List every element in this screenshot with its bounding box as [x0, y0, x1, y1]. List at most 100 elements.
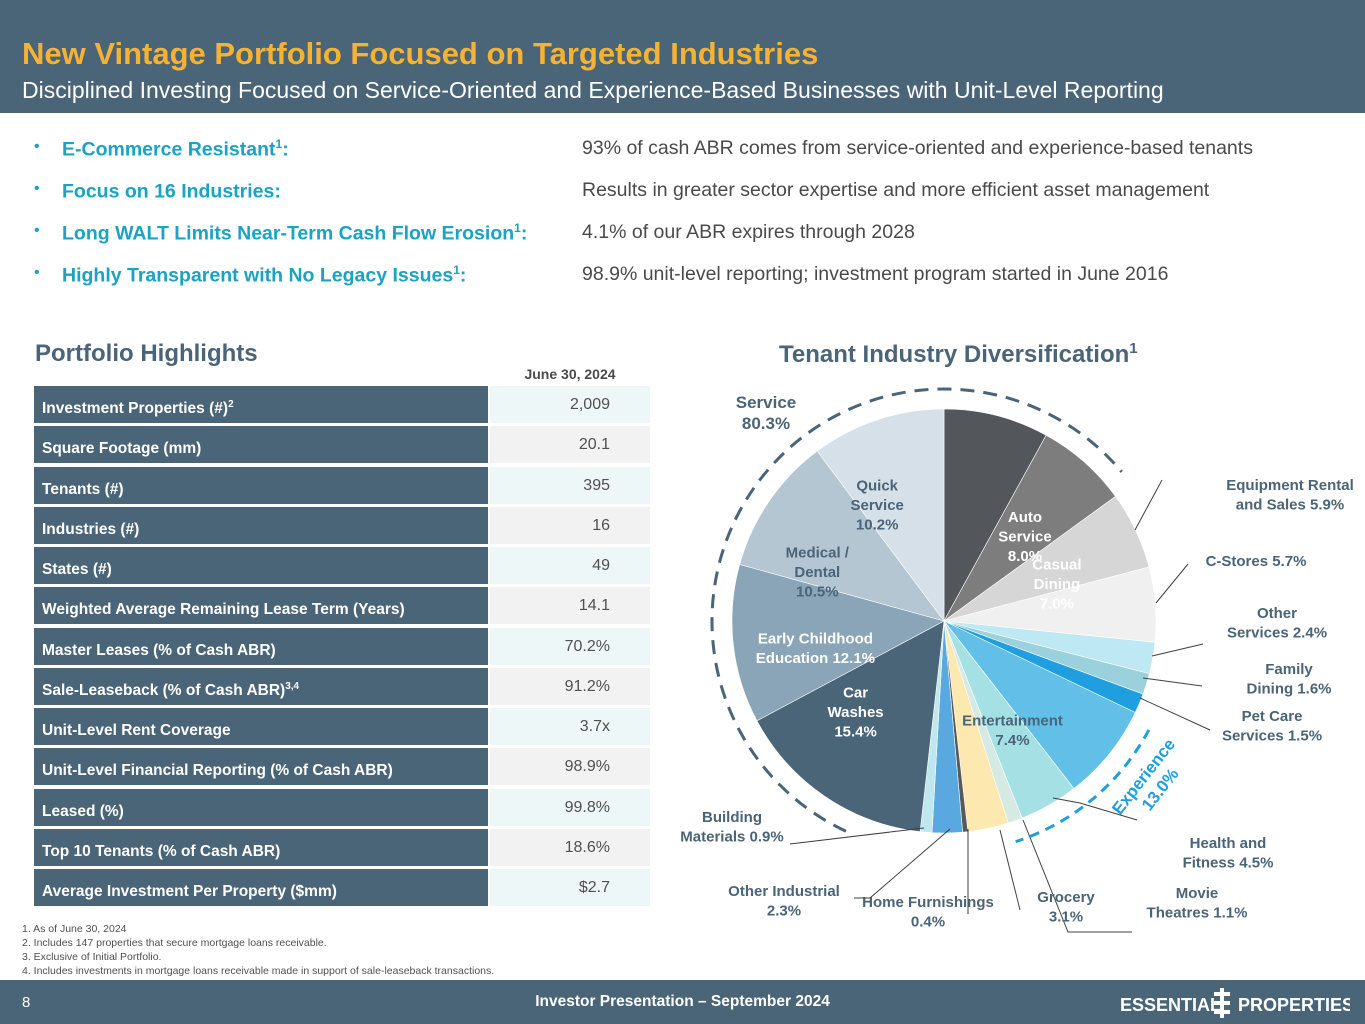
row-label: Square Footage (mm) — [34, 426, 488, 464]
row-value: 395 — [490, 466, 650, 504]
footnote: 2. Includes 147 properties that secure m… — [22, 937, 327, 949]
bullet-value: 98.9% unit-level reporting; investment p… — [582, 263, 1169, 285]
table-row: Unit-Level Financial Reporting (% of Cas… — [34, 748, 650, 788]
footer-bar: 8 Investor Presentation – September 2024… — [0, 980, 1365, 1024]
pie-slice-early-childhood-education — [731, 564, 945, 722]
pie-slice-medical-dental — [739, 450, 945, 622]
leader-line-family-dining — [1142, 677, 1203, 687]
pie-label-quick-service: Quick Service 10.2% — [851, 477, 904, 533]
table-row: Master Leases (% of Cash ABR) 70.2% — [34, 627, 650, 668]
bullet-value: 4.1% of our ABR expires through 2028 — [582, 221, 915, 243]
pie-label-health-and-fitness: Health and Fitness 4.5% — [1183, 835, 1274, 872]
service-group-label: Service 80.3% — [736, 393, 797, 433]
pie-label-pet-care-services: Pet Care Services 1.5% — [1222, 708, 1322, 745]
bullet-item: • Focus on 16 Industries: Results in gre… — [34, 179, 1344, 221]
footnotes: 1. As of June 30, 2024 2. Includes 147 pr… — [22, 922, 494, 978]
pie-slice-car-washes — [756, 620, 945, 832]
row-label: Leased (%) — [34, 788, 488, 826]
table-row: Industries (#) 16 — [34, 506, 650, 547]
bullet-icon: • — [34, 180, 40, 197]
portfolio-highlights-title: Portfolio Highlights — [35, 340, 258, 367]
row-value: 49 — [490, 547, 650, 584]
table-row: Square Footage (mm) 20.1 — [34, 426, 650, 466]
row-value: 2,009 — [490, 386, 650, 423]
table-row: Investment Properties (#)2 2,009 — [34, 386, 650, 426]
bullet-label: E-Commerce Resistant1: — [62, 137, 289, 161]
pie-slice-quick-service — [816, 408, 945, 622]
row-label: Industries (#) — [34, 506, 488, 544]
pie-slice-auto-service — [943, 408, 1047, 622]
table-row: Sale-Leaseback (% of Cash ABR)3,4 91.2% — [34, 667, 650, 708]
pie-label-auto-service: Auto Service 8.0% — [998, 509, 1051, 565]
row-label: Unit-Level Financial Reporting (% of Cas… — [34, 748, 488, 786]
footnote: 1. As of June 30, 2024 — [22, 923, 127, 935]
page-title: New Vintage Portfolio Focused on Targete… — [22, 36, 819, 71]
row-value: 18.6% — [490, 828, 650, 866]
row-label: Weighted Average Remaining Lease Term (Y… — [34, 587, 488, 625]
pie-label-movie-theatres: Movie Theatres 1.1% — [1147, 885, 1248, 922]
row-value: 98.9% — [490, 748, 650, 786]
experience-group-label: Experience13.0% — [1108, 735, 1195, 831]
row-value: 16 — [490, 506, 650, 544]
row-value: 99.8% — [490, 788, 650, 826]
leader-line-movie-theatres — [1022, 819, 1132, 933]
bullet-label: Highly Transparent with No Legacy Issues… — [62, 263, 467, 287]
table-row: Average Investment Per Property ($mm) $2.… — [34, 869, 650, 909]
table-row: Weighted Average Remaining Lease Term (Y… — [34, 587, 650, 627]
bullet-label: Focus on 16 Industries: — [62, 180, 281, 203]
bullet-item: • Highly Transparent with No Legacy Issu… — [34, 263, 1344, 305]
logo-mark-icon — [1214, 988, 1230, 1018]
row-label: Top 10 Tenants (% of Cash ABR) — [34, 828, 488, 866]
bullet-item: • E-Commerce Resistant1: 93% of cash ABR… — [34, 137, 1344, 179]
row-value: 20.1 — [490, 426, 650, 464]
page-subtitle: Disciplined Investing Focused on Service… — [22, 77, 1164, 103]
essential-properties-logo: ESSENTIAL PROPERTIES — [1120, 988, 1350, 1018]
row-value: 14.1 — [490, 587, 650, 625]
table-row: Tenants (#) 395 — [34, 466, 650, 507]
pie-label-medical-dental: Medical / Dental 10.5% — [786, 544, 850, 600]
bullet-icon: • — [34, 264, 40, 281]
row-value: 70.2% — [490, 627, 650, 665]
logo-text-right: PROPERTIES — [1238, 995, 1350, 1015]
date-column-header: June 30, 2024 — [524, 366, 616, 382]
leader-line-grocery — [999, 829, 1021, 911]
row-label: Average Investment Per Property ($mm) — [34, 869, 488, 906]
pie-label-early-childhood-education: Early Childhood Education 12.1% — [756, 630, 875, 667]
row-label: Tenants (#) — [34, 466, 488, 504]
pie-label-grocery: Grocery 3.1% — [1037, 889, 1095, 926]
page-number: 8 — [22, 994, 31, 1011]
bullet-label: Long WALT Limits Near-Term Cash Flow Ero… — [62, 221, 528, 245]
key-points-list: • E-Commerce Resistant1: 93% of cash ABR… — [34, 137, 1344, 305]
experience-group-arc — [1015, 729, 1151, 844]
table-row: Leased (%) 99.8% — [34, 788, 650, 829]
leader-line-c-stores — [1155, 563, 1189, 604]
chart-title: Tenant Industry Diversification1 — [779, 340, 1138, 368]
row-label: Sale-Leaseback (% of Cash ABR)3,4 — [34, 667, 488, 705]
pie-label-home-furnishings: Home Furnishings 0.4% — [862, 894, 994, 931]
leader-line-building-materials — [789, 827, 925, 845]
pie-label-equipment-rental-and-sales: Equipment Rental and Sales 5.9% — [1226, 477, 1354, 514]
row-label: Investment Properties (#)2 — [34, 386, 488, 423]
footer-text: Investor Presentation – September 2024 — [535, 993, 830, 1010]
pie-label-family-dining: Family Dining 1.6% — [1246, 661, 1331, 698]
pie-slice-entertainment — [943, 620, 1136, 789]
pie-label-building-materials: Building Materials 0.9% — [680, 809, 783, 846]
row-label: Master Leases (% of Cash ABR) — [34, 627, 488, 665]
portfolio-highlights-table: Investment Properties (#)2 2,009 Square Fo… — [34, 386, 650, 909]
footnote: 3. Exclusive of Initial Portfolio. — [22, 951, 162, 963]
pie-label-c-stores: C-Stores 5.7% — [1206, 553, 1307, 570]
row-label: Unit-Level Rent Coverage — [34, 708, 488, 745]
pie-label-other-industrial: Other Industrial 2.3% — [728, 883, 840, 920]
row-value: 3.7x — [490, 708, 650, 745]
logo-text-left: ESSENTIAL — [1120, 995, 1221, 1015]
bullet-value: Results in greater sector expertise and … — [582, 179, 1210, 201]
bullet-item: • Long WALT Limits Near-Term Cash Flow E… — [34, 221, 1344, 263]
leader-line-pet-care-services — [1139, 697, 1211, 731]
leader-line-equipment-rental-and-sales — [1134, 479, 1163, 531]
row-label: States (#) — [34, 547, 488, 584]
leader-line-other-industrial — [854, 828, 951, 899]
pie-label-car-washes: Car Washes 15.4% — [828, 685, 884, 741]
leader-line-health-and-fitness — [1052, 797, 1138, 821]
tenant-industry-pie-chart: Auto Service 8.0%Casual Dining 7.0% Equipment… — [680, 387, 1354, 933]
service-group-arc — [710, 387, 1123, 833]
